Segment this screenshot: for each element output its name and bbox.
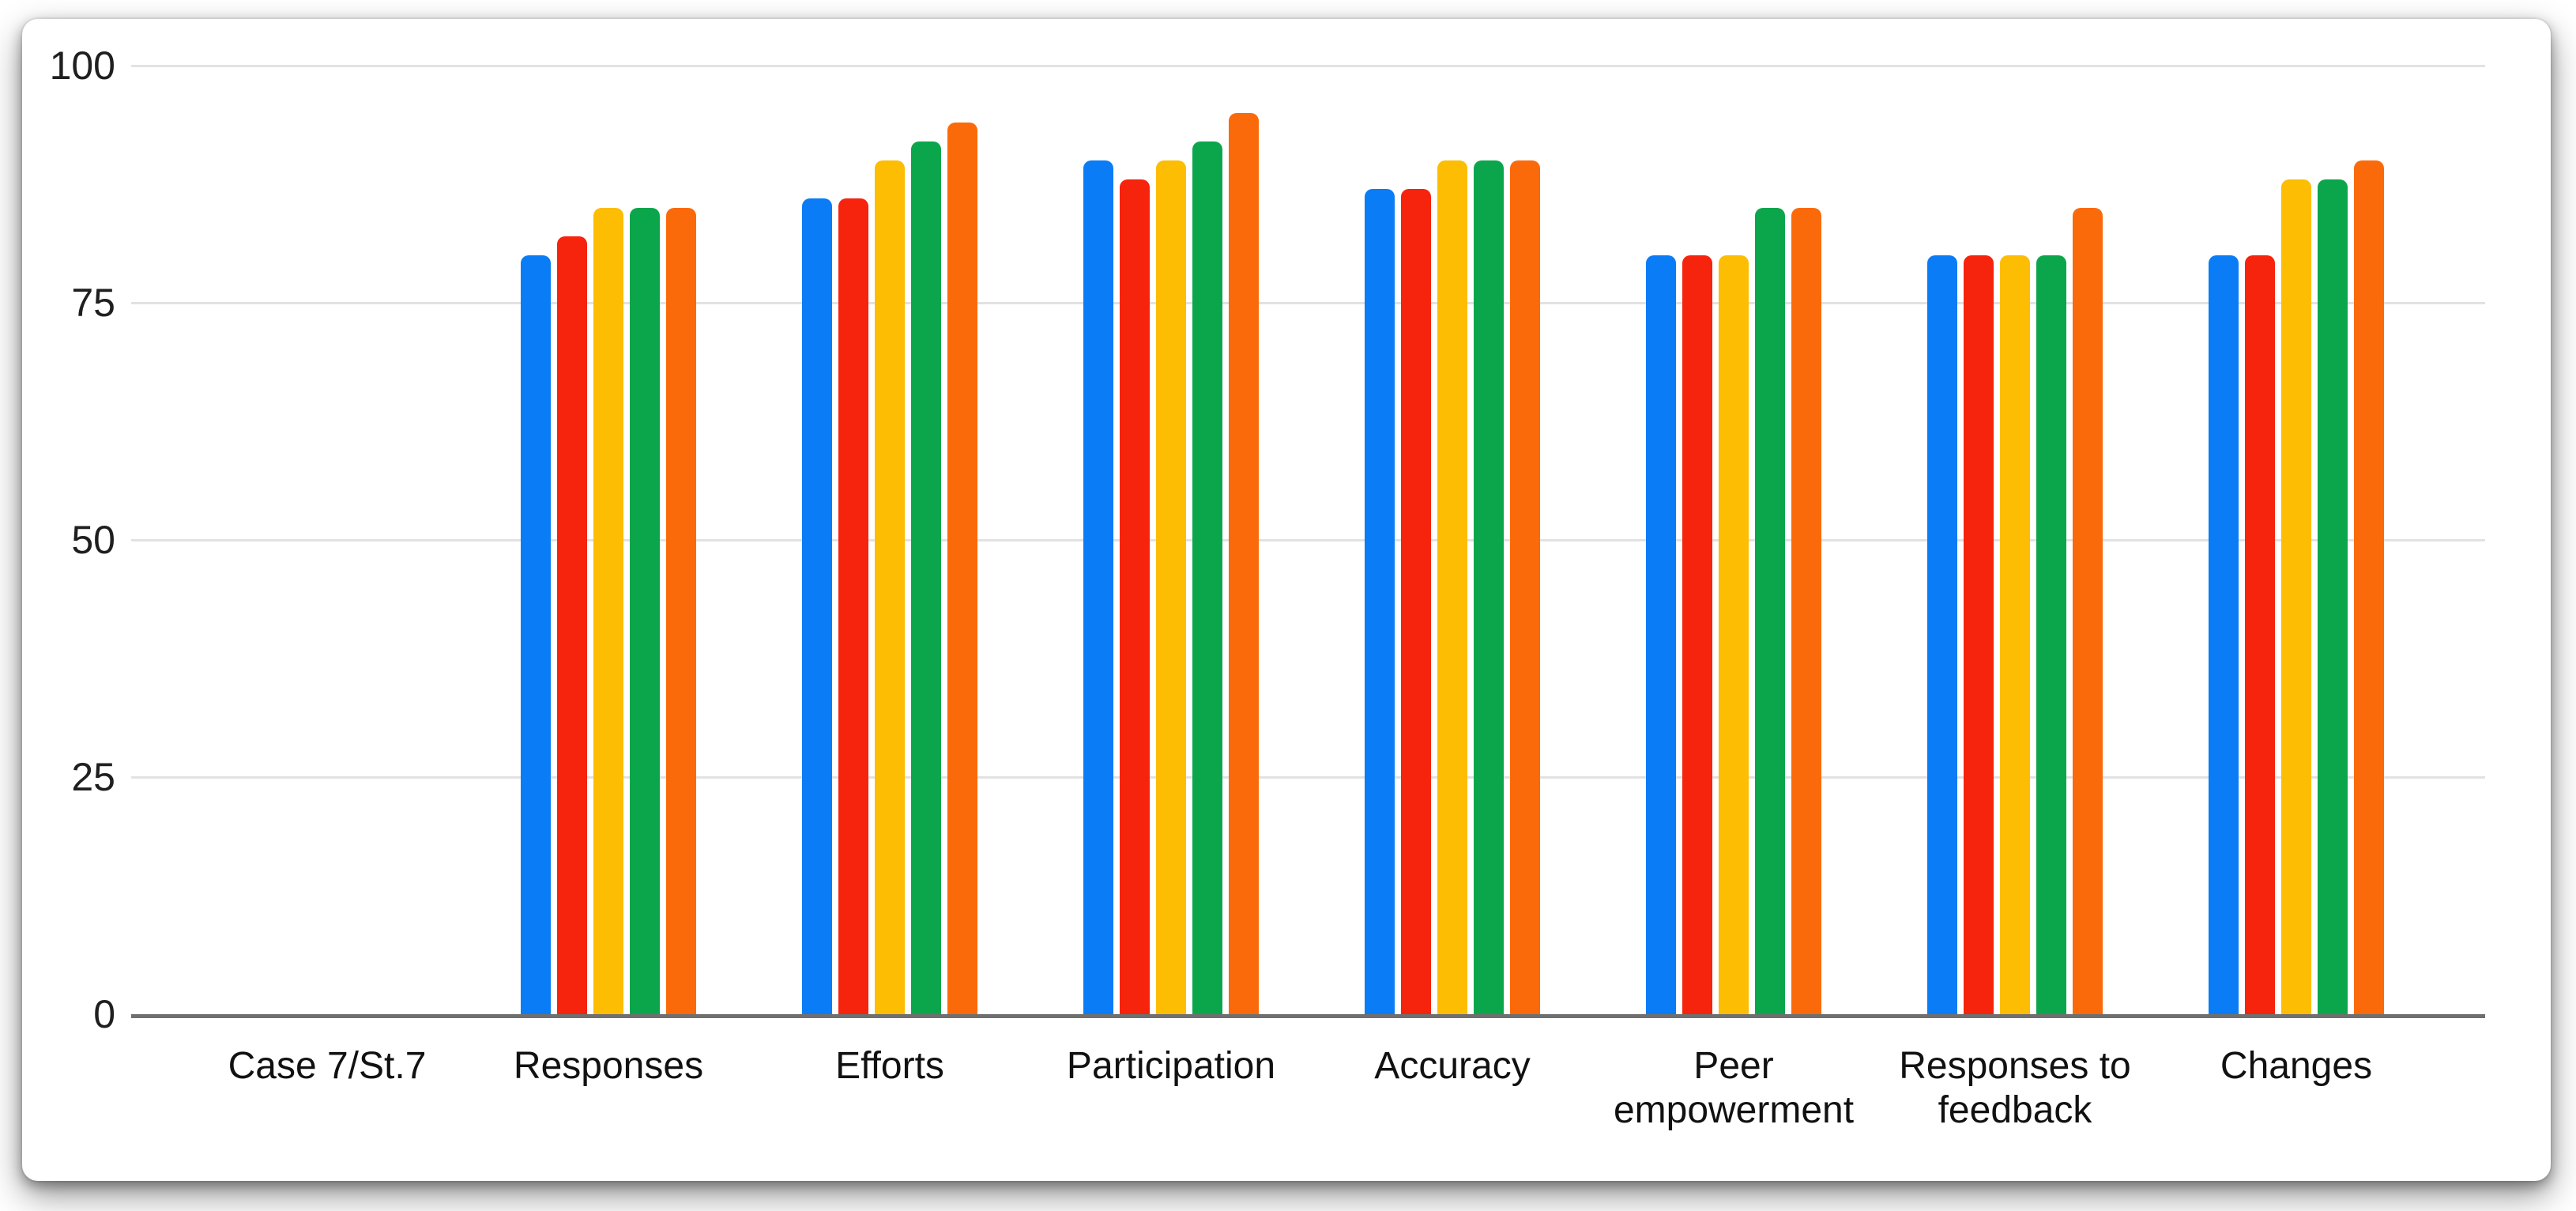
bar-group-6 (1646, 208, 1821, 1014)
bar-series4-cat5 (1474, 160, 1504, 1014)
bar-series3-cat6 (1719, 255, 1749, 1014)
x-axis-label-8: Changes (2220, 1045, 2373, 1087)
x-axis-label-6: Peer empowerment (1613, 1045, 1855, 1131)
bar-series1-cat6 (1646, 255, 1676, 1014)
x-axis-label-2: Responses (513, 1045, 704, 1087)
x-axis-label-4: Participation (1066, 1045, 1276, 1087)
x-axis-label-5: Accuracy (1374, 1045, 1531, 1087)
bar-series5-cat6 (1791, 208, 1821, 1014)
bar-group-3 (802, 123, 977, 1014)
bar-series2-cat8 (2245, 255, 2275, 1014)
bar-series2-cat6 (1682, 255, 1712, 1014)
bar-group-8 (2209, 160, 2384, 1014)
bar-series4-cat8 (2318, 179, 2348, 1014)
bar-series5-cat2 (666, 208, 696, 1014)
bar-group-4 (1083, 113, 1259, 1014)
gridline-75 (131, 302, 2485, 304)
bar-series4-cat7 (2036, 255, 2066, 1014)
y-tick-label-25: 25 (71, 755, 115, 799)
bar-series1-cat8 (2209, 255, 2239, 1014)
gridline-25 (131, 776, 2485, 779)
bar-series3-cat8 (2281, 179, 2311, 1014)
x-axis-label-3: Efforts (835, 1045, 944, 1087)
bar-series2-cat2 (557, 236, 587, 1014)
bar-series5-cat4 (1229, 113, 1259, 1014)
bar-series1-cat3 (802, 198, 832, 1014)
bar-series2-cat4 (1120, 179, 1150, 1014)
bar-series4-cat4 (1192, 141, 1222, 1014)
bar-series2-cat7 (1964, 255, 1994, 1014)
bar-series3-cat7 (2000, 255, 2030, 1014)
bar-series1-cat5 (1365, 189, 1395, 1014)
bar-series5-cat5 (1510, 160, 1540, 1014)
bar-series5-cat3 (947, 123, 977, 1014)
bar-series5-cat8 (2354, 160, 2384, 1014)
bar-group-2 (521, 208, 696, 1014)
x-axis-label-1: Case 7/St.7 (228, 1045, 427, 1087)
y-tick-label-0: 0 (93, 992, 115, 1036)
plot-area: 0 25 50 75 100 Case 7/St.7 Responses Efforts Par… (22, 19, 2551, 1181)
bar-series2-cat5 (1401, 189, 1431, 1014)
bar-group-7 (1927, 208, 2103, 1014)
bar-series5-cat7 (2073, 208, 2103, 1014)
y-tick-label-75: 75 (71, 281, 115, 325)
gridline-50 (131, 539, 2485, 541)
bar-series4-cat6 (1755, 208, 1785, 1014)
gridline-100 (131, 65, 2485, 67)
x-axis-baseline (131, 1014, 2485, 1018)
chart-card: 0 25 50 75 100 Case 7/St.7 Responses Efforts Par… (22, 19, 2551, 1181)
bar-series3-cat4 (1156, 160, 1186, 1014)
bar-series3-cat5 (1437, 160, 1467, 1014)
y-tick-label-100: 100 (49, 43, 115, 88)
x-axis-label-7: Responses to feedback (1899, 1045, 2131, 1131)
bar-series3-cat3 (875, 160, 905, 1014)
bar-series2-cat3 (838, 198, 868, 1014)
bar-series1-cat7 (1927, 255, 1957, 1014)
bar-series1-cat2 (521, 255, 551, 1014)
bar-series4-cat2 (630, 208, 660, 1014)
y-tick-label-50: 50 (71, 518, 115, 562)
bar-group-5 (1365, 160, 1540, 1014)
bar-series4-cat3 (911, 141, 941, 1014)
bar-series3-cat2 (593, 208, 623, 1014)
bar-series1-cat4 (1083, 160, 1113, 1014)
